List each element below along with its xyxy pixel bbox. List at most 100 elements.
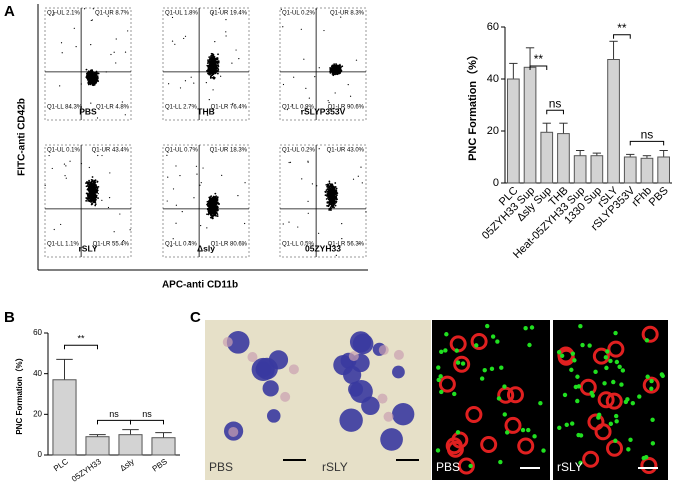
bar [508,79,520,183]
event-dot [89,167,90,168]
event-dot [328,199,330,201]
event-dot [225,19,226,20]
event-dot [193,197,194,198]
event-dot [92,186,94,188]
event-dot [76,46,77,47]
event-dot [341,223,342,224]
event-dot [288,221,289,222]
event-dot [217,73,219,75]
sample-label: rSLY [78,243,97,253]
significance-label: ns [109,409,119,419]
quadrant-label: Q1-UL 0.1% [47,148,80,154]
event-dot [213,67,215,69]
platelet [499,366,503,370]
image-label: PBS [209,460,233,474]
platelet [608,359,612,363]
platelet [436,448,440,452]
platelet [580,343,584,347]
event-dot [214,77,216,79]
cell [339,409,362,432]
event-dot [290,162,291,163]
event-dot [217,208,219,210]
event-dot [323,30,324,31]
event-dot [337,67,339,69]
cell [263,380,279,396]
event-dot [217,68,219,70]
event-dot [211,62,213,64]
cell [394,350,404,360]
event-dot [335,189,337,191]
platelet [532,434,536,438]
event-dot [206,82,207,83]
event-dot [64,175,65,176]
bar [53,380,76,455]
event-dot [93,78,95,80]
event-dot [209,99,210,100]
bar [558,134,570,183]
cell [353,334,374,355]
event-dot [96,72,98,74]
event-dot [90,103,91,104]
event-dot [175,223,176,224]
quadrant-label: Q1-UL 0.2% [282,148,315,154]
cell [247,352,257,362]
event-dot [314,76,315,77]
platelet [530,325,534,329]
event-dot [94,182,96,184]
event-dot [339,64,340,65]
platelet [597,413,601,417]
event-dot [94,190,96,192]
event-dot [93,185,95,187]
event-dot [211,216,213,218]
event-dot [95,81,97,83]
event-dot [85,200,87,202]
event-dot [92,84,94,86]
event-dot [217,201,219,203]
event-dot [61,42,62,43]
event-dot [49,155,50,156]
event-dot [84,8,85,9]
event-dot [115,62,116,63]
event-dot [92,179,94,181]
cell [289,364,299,374]
event-dot [91,198,92,199]
y-tick-label: 20 [487,125,499,137]
micrograph: rSLY [318,320,431,480]
event-dot [332,202,334,204]
platelet [439,390,443,394]
event-dot [301,29,302,30]
event-dot [325,184,327,186]
event-dot [90,189,92,191]
event-dot [335,205,337,207]
platelet [452,392,456,396]
bar [641,158,653,183]
platelet [650,418,654,422]
platelet [613,331,617,335]
event-dot [211,207,213,209]
platelet [495,339,499,343]
event-dot [210,213,212,215]
event-dot [201,182,202,183]
event-dot [88,78,90,80]
image-label: rSLY [557,460,583,474]
event-dot [214,193,216,195]
platelet [574,385,578,389]
quadrant-label: Q1-LR 55.4% [93,242,130,248]
event-dot [210,204,212,206]
event-dot [225,31,226,32]
event-dot [333,186,335,188]
axis-label: FITC-anti CD42b [17,98,28,176]
event-dot [326,201,328,203]
event-dot [331,71,333,73]
event-dot [69,161,70,162]
event-dot [109,172,110,173]
event-dot [90,73,92,75]
quadrant-label: Q1-UR 19.4% [210,11,248,17]
platelet [619,382,623,386]
significance-label: ns [549,96,562,110]
event-dot [244,182,245,183]
event-dot [81,163,82,164]
event-dot [91,193,93,195]
platelet [631,401,635,405]
platelet [609,422,613,426]
